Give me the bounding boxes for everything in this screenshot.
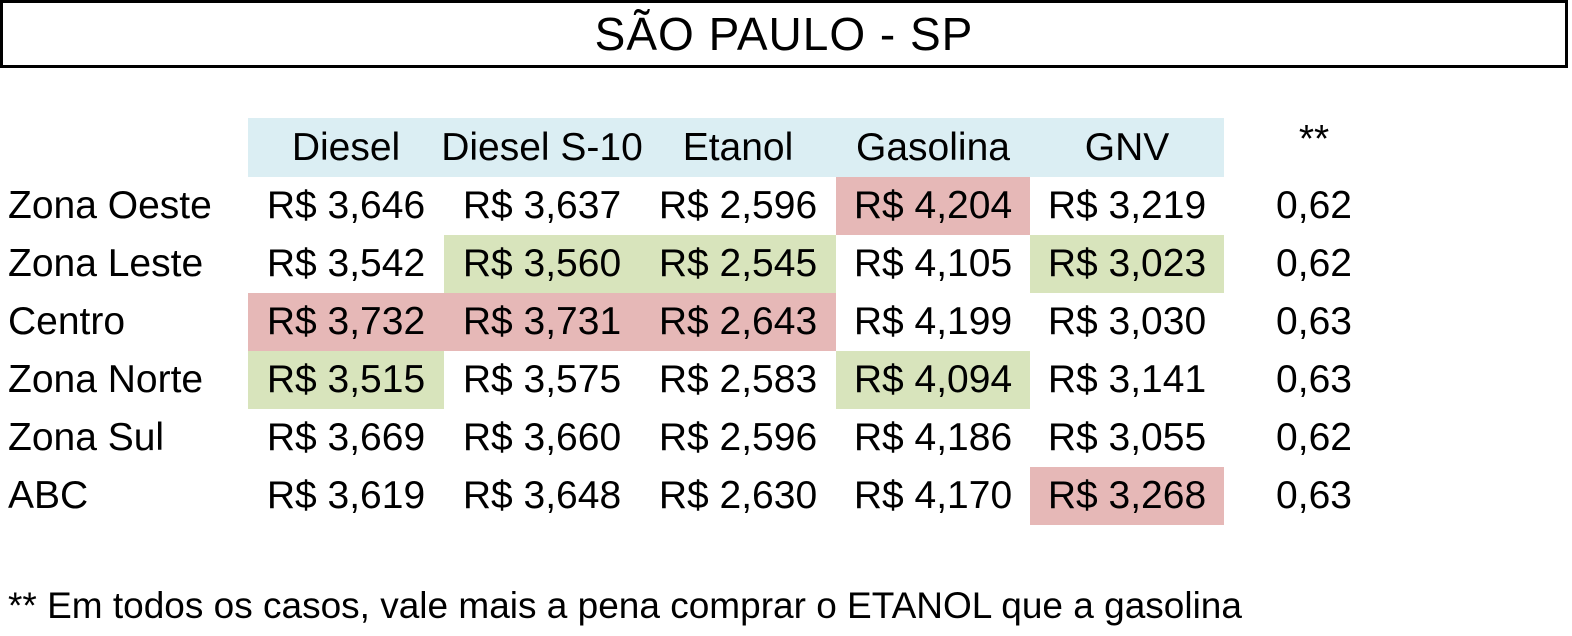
- price-cell: R$ 3,515: [248, 351, 444, 409]
- price-cell: R$ 2,583: [658, 358, 818, 401]
- price-cell: R$ 2,630: [658, 474, 818, 517]
- price-cell: R$ 3,646: [266, 184, 426, 227]
- price-cell: 0,63: [1276, 358, 1352, 401]
- price-cell: R$ 3,732: [248, 293, 444, 351]
- row-label-zona-sul: Zona Sul: [8, 416, 165, 459]
- price-cell: 0,62: [1276, 184, 1352, 227]
- price-cell: R$ 3,023: [1030, 235, 1224, 293]
- column-header-etanol: Etanol: [682, 125, 794, 169]
- column-header-gasolina: Gasolina: [856, 125, 1010, 169]
- price-cell: R$ 3,637: [462, 184, 622, 227]
- price-cell: R$ 2,545: [640, 235, 836, 293]
- price-cell: R$ 4,170: [853, 474, 1013, 517]
- column-header-gnv: GNV: [1084, 125, 1170, 169]
- row-label-zona-norte: Zona Norte: [8, 358, 204, 401]
- price-cell: 0,62: [1276, 242, 1352, 285]
- row-label-zona-oeste: Zona Oeste: [8, 184, 212, 227]
- footnote: ** Em todos os casos, vale mais a pena c…: [8, 585, 1242, 626]
- price-cell: R$ 3,669: [266, 416, 426, 459]
- column-header-diesel-s-10: Diesel S-10: [441, 125, 643, 169]
- price-cell: R$ 4,105: [853, 242, 1013, 285]
- price-cell: R$ 3,141: [1047, 358, 1207, 401]
- price-cell: R$ 3,660: [462, 416, 622, 459]
- price-cell: R$ 3,575: [462, 358, 622, 401]
- price-cell: R$ 3,030: [1047, 300, 1207, 343]
- column-header-ratio: **: [1298, 117, 1330, 161]
- price-cell: R$ 4,199: [853, 300, 1013, 343]
- row-label-zona-leste: Zona Leste: [8, 242, 204, 285]
- price-cell: R$ 3,055: [1047, 416, 1207, 459]
- price-cell: R$ 3,219: [1047, 184, 1207, 227]
- price-cell: R$ 2,596: [658, 184, 818, 227]
- table-header-background: [248, 118, 1224, 177]
- price-cell: 0,62: [1276, 416, 1352, 459]
- page-title: SÃO PAULO - SP: [0, 0, 1568, 68]
- price-cell: R$ 3,560: [444, 235, 640, 293]
- price-cell: R$ 2,596: [658, 416, 818, 459]
- row-label-abc: ABC: [8, 474, 89, 517]
- price-cell: R$ 3,268: [1030, 467, 1224, 525]
- price-cell: R$ 4,186: [853, 416, 1013, 459]
- price-cell: R$ 3,619: [266, 474, 426, 517]
- column-header-diesel: Diesel: [291, 125, 401, 169]
- price-cell: R$ 3,542: [266, 242, 426, 285]
- row-label-centro: Centro: [8, 300, 126, 343]
- price-cell: R$ 4,204: [836, 177, 1030, 235]
- price-cell: R$ 2,643: [640, 293, 836, 351]
- price-cell: 0,63: [1276, 300, 1352, 343]
- price-cell: R$ 3,731: [444, 293, 640, 351]
- price-cell: R$ 4,094: [836, 351, 1030, 409]
- price-cell: 0,63: [1276, 474, 1352, 517]
- price-cell: R$ 3,648: [462, 474, 622, 517]
